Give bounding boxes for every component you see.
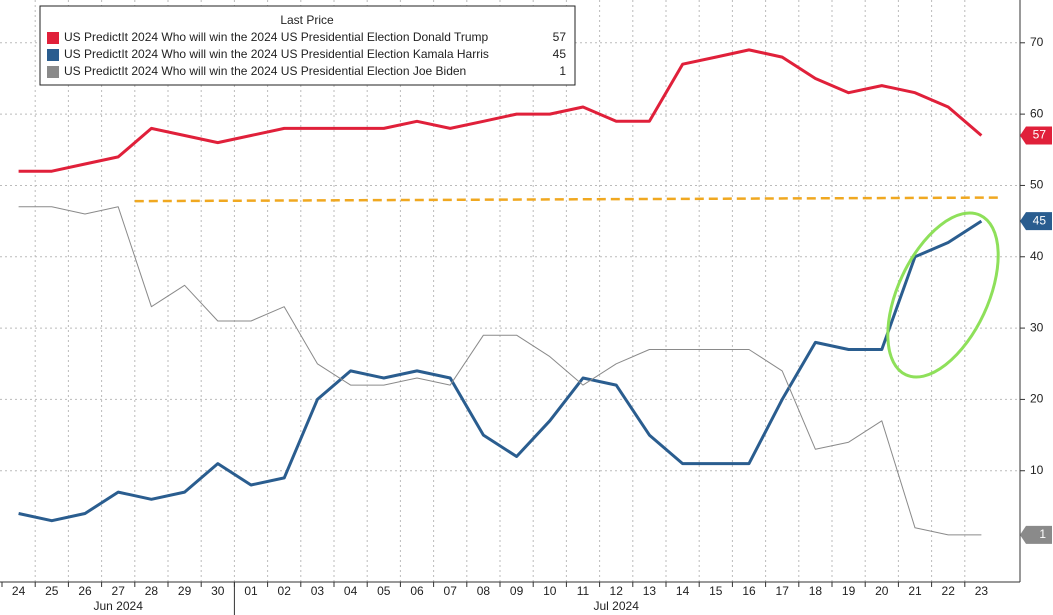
legend-value: 57 bbox=[553, 30, 567, 44]
end-label: 57 bbox=[1033, 128, 1047, 142]
legend-title: Last Price bbox=[280, 13, 334, 27]
x-tick-label: 07 bbox=[444, 584, 458, 598]
x-tick-label: 14 bbox=[676, 584, 690, 598]
end-label-box bbox=[1020, 525, 1052, 544]
legend-swatch bbox=[47, 32, 59, 44]
legend-value: 45 bbox=[553, 47, 567, 61]
lines bbox=[18, 48, 999, 536]
month-label: Jun 2024 bbox=[94, 599, 144, 613]
end-label-box bbox=[1020, 126, 1052, 145]
x-tick-label: 18 bbox=[809, 584, 823, 598]
legend-label: US PredictIt 2024 Who will win the 2024 … bbox=[64, 47, 489, 61]
series-line bbox=[18, 206, 982, 536]
y-tick-label: 60 bbox=[1030, 106, 1044, 120]
legend-value: 1 bbox=[559, 64, 566, 78]
x-tick-label: 10 bbox=[543, 584, 557, 598]
x-tick-label: 09 bbox=[510, 584, 524, 598]
grid bbox=[0, 0, 1020, 582]
x-tick-label: 23 bbox=[975, 584, 989, 598]
x-tick-label: 24 bbox=[12, 584, 26, 598]
x-tick-label: 25 bbox=[45, 584, 59, 598]
y-tick-label: 50 bbox=[1030, 178, 1044, 192]
x-tick-label: 30 bbox=[211, 584, 225, 598]
x-tick-label: 22 bbox=[942, 584, 956, 598]
legend-swatch bbox=[47, 66, 59, 78]
legend-box bbox=[39, 5, 576, 86]
x-tick-label: 06 bbox=[410, 584, 424, 598]
month-label: Jul 2024 bbox=[594, 599, 640, 613]
legend: Last Price US PredictIt 2024 Who will wi… bbox=[39, 5, 576, 86]
y-tick-label: 40 bbox=[1030, 249, 1044, 263]
end-label-box bbox=[1020, 212, 1052, 231]
x-tick-label: 20 bbox=[875, 584, 889, 598]
x-tick-label: 15 bbox=[709, 584, 723, 598]
x-tick-label: 11 bbox=[577, 584, 590, 598]
x-tick-label: 01 bbox=[244, 584, 258, 598]
end-label: 1 bbox=[1039, 527, 1046, 541]
x-tick-label: 28 bbox=[145, 584, 159, 598]
x-tick-label: 26 bbox=[78, 584, 92, 598]
x-tick-label: 29 bbox=[178, 584, 192, 598]
legend-swatch bbox=[47, 49, 59, 61]
x-tick-label: 03 bbox=[311, 584, 325, 598]
legend-label: US PredictIt 2024 Who will win the 2024 … bbox=[64, 64, 466, 78]
y-tick-label: 30 bbox=[1030, 320, 1044, 334]
x-tick-label: 13 bbox=[643, 584, 657, 598]
end-label: 45 bbox=[1033, 213, 1047, 227]
trend-line bbox=[134, 196, 999, 203]
x-tick-label: 19 bbox=[842, 584, 856, 598]
y-tick-label: 70 bbox=[1030, 35, 1044, 49]
x-tick-label: 08 bbox=[477, 584, 491, 598]
x-tick-label: 21 bbox=[908, 584, 922, 598]
x-tick-label: 04 bbox=[344, 584, 358, 598]
highlight-ellipse bbox=[886, 211, 1000, 379]
x-tick-label: 02 bbox=[278, 584, 292, 598]
x-tick-label: 16 bbox=[742, 584, 756, 598]
series-line bbox=[18, 219, 983, 523]
axes: 10 20 30 40 50 60 70 24 25 26 27 28 29 30 01 02 03 04 05 06… bbox=[1, 35, 1052, 615]
x-tick-label: 12 bbox=[610, 584, 624, 598]
legend-label: US PredictIt 2024 Who will win the 2024 … bbox=[64, 30, 489, 44]
x-tick-label: 27 bbox=[112, 584, 126, 598]
x-tick-label: 05 bbox=[377, 584, 391, 598]
series-line bbox=[18, 48, 983, 173]
y-tick-label: 20 bbox=[1030, 392, 1044, 406]
x-tick-label: 17 bbox=[776, 584, 790, 598]
y-tick-label: 10 bbox=[1030, 463, 1044, 477]
